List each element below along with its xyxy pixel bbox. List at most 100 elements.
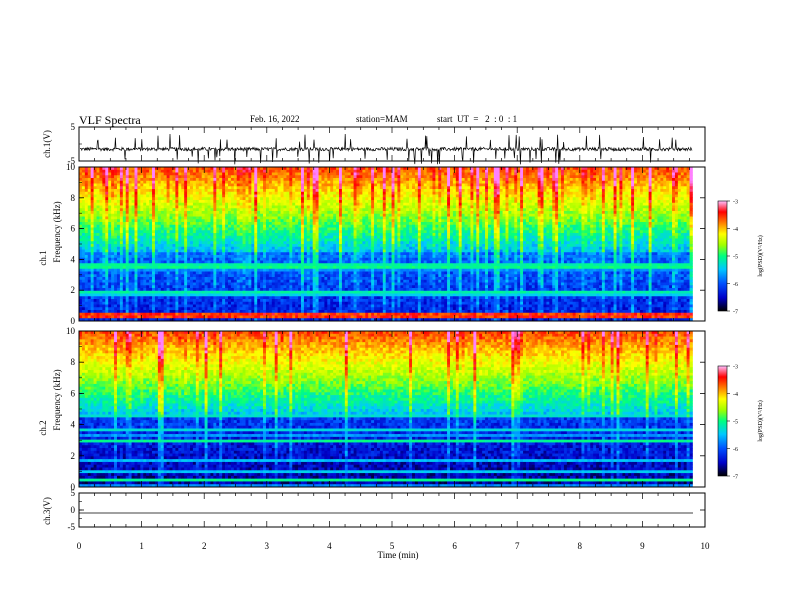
spectrogram-cell <box>263 241 266 244</box>
spectrogram-cell <box>152 230 155 233</box>
spectrogram-cell <box>129 217 132 220</box>
ch1-ytick-label: 5 <box>71 122 76 132</box>
spectrogram-cell <box>278 233 281 236</box>
spectrogram-cell <box>310 211 313 214</box>
spectrogram-cell <box>205 299 208 302</box>
spectrogram-cell <box>263 252 266 255</box>
spectrogram-cell <box>129 203 132 206</box>
spectrogram-cell <box>161 294 164 297</box>
spectrogram-cell <box>216 181 219 184</box>
spectrogram-cell <box>213 200 216 203</box>
spectrogram-cell <box>114 225 117 228</box>
spectrogram-cell <box>333 192 336 195</box>
spectrogram-cell <box>231 291 234 294</box>
spectrogram-cell <box>324 189 327 192</box>
spectrogram-cell <box>295 291 298 294</box>
spectrogram-cell <box>135 184 138 187</box>
spectrogram-cell <box>240 192 243 195</box>
spectrogram-cell <box>231 255 234 258</box>
spectrogram-cell <box>272 302 275 305</box>
spectrogram-cell <box>319 241 322 244</box>
spectrogram-cell <box>82 294 85 297</box>
spectrogram-cell <box>161 236 164 239</box>
spectrogram-cell <box>316 170 319 173</box>
spectrogram-cell <box>327 233 330 236</box>
spectrogram-cell <box>324 181 327 184</box>
spectrogram-cell <box>219 214 222 217</box>
spectrogram-cell <box>152 186 155 189</box>
spectrogram-cell <box>158 173 161 176</box>
spectrogram-cell <box>307 241 310 244</box>
spectrogram-cell <box>172 244 175 247</box>
spectrogram-cell <box>289 184 292 187</box>
spectrogram-cell <box>94 214 97 217</box>
spectrogram-cell <box>289 272 292 275</box>
spectrogram-cell <box>126 269 129 272</box>
spectrogram-cell <box>164 200 167 203</box>
spectrogram-cell <box>97 241 100 244</box>
spectrogram-cell <box>135 230 138 233</box>
spectrogram-cell <box>269 228 272 231</box>
spectrogram-cell <box>190 294 193 297</box>
spectrogram-cell <box>108 230 111 233</box>
spectrogram-cell <box>269 239 272 242</box>
spectrogram-cell <box>330 252 333 255</box>
spectrogram-cell <box>102 307 105 310</box>
spectrogram-cell <box>181 214 184 217</box>
spectrogram-cell <box>266 285 269 288</box>
spectrogram-cell <box>254 244 257 247</box>
spectrogram-cell <box>126 285 129 288</box>
spectrogram-cell <box>135 219 138 222</box>
spectrogram-cell <box>184 186 187 189</box>
spectrogram-cell <box>158 195 161 198</box>
spectrogram-cell <box>167 173 170 176</box>
spectrogram-cell <box>105 203 108 206</box>
spectrogram-cell <box>205 233 208 236</box>
spectrogram-cell <box>336 255 339 258</box>
spectrogram-cell <box>167 241 170 244</box>
spectrogram-cell <box>301 250 304 253</box>
spectrogram-cell <box>246 244 249 247</box>
spectrogram-cell <box>336 230 339 233</box>
spectrogram-cell <box>137 214 140 217</box>
spectrogram-cell <box>295 170 298 173</box>
spectrogram-cell <box>283 244 286 247</box>
spectrogram-cell <box>146 206 149 209</box>
spectrogram-cell <box>120 178 123 181</box>
spectrogram-cell <box>126 219 129 222</box>
spectrogram-cell <box>126 203 129 206</box>
spectrogram-cell <box>187 266 190 269</box>
spectrogram-cell <box>319 219 322 222</box>
spectrogram-cell <box>319 313 322 316</box>
spectrogram-cell <box>257 225 260 228</box>
spectrogram-cell <box>97 307 100 310</box>
spectrogram-cell <box>266 258 269 261</box>
spectrogram-cell <box>225 211 228 214</box>
spectrogram-cell <box>85 239 88 242</box>
spectrogram-cell <box>251 307 254 310</box>
spectrogram-cell <box>202 302 205 305</box>
spectrogram-cell <box>231 184 234 187</box>
spectrogram-cell <box>208 280 211 283</box>
spectrogram-cell <box>298 277 301 280</box>
spectrogram-cell <box>167 184 170 187</box>
spectrogram-cell <box>137 225 140 228</box>
spectrogram-cell <box>132 247 135 250</box>
spectrogram-cell <box>219 181 222 184</box>
spectrogram-cell <box>85 225 88 228</box>
spectrogram-cell <box>248 217 251 220</box>
spectrogram-cell <box>313 219 316 222</box>
spectrogram-cell <box>210 274 213 277</box>
spectrogram-cell <box>333 266 336 269</box>
spectrogram-cell <box>283 283 286 286</box>
spectrogram-cell <box>111 294 114 297</box>
spectrogram-cell <box>310 173 313 176</box>
spectrogram-cell <box>316 283 319 286</box>
spectrogram-cell <box>178 175 181 178</box>
spectrogram-cell <box>275 203 278 206</box>
spectrogram-cell <box>240 305 243 308</box>
spectrogram-cell <box>266 244 269 247</box>
spectrogram-cell <box>327 197 330 200</box>
spectrogram-cell <box>228 305 231 308</box>
spectrogram-cell <box>319 181 322 184</box>
